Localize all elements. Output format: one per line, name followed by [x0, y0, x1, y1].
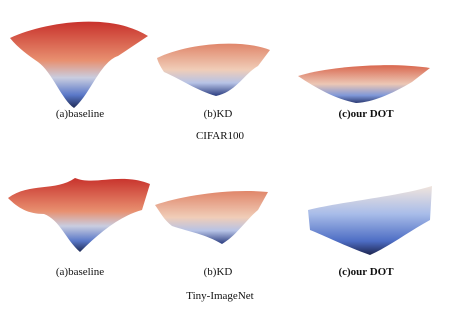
panel-caption: (b)KD: [204, 266, 233, 278]
panel-caption: (b)KD: [204, 108, 233, 120]
surface: [10, 21, 148, 108]
panel-caption: (c)our DOT: [338, 108, 394, 120]
surface: [155, 190, 268, 244]
group-caption: CIFAR100: [196, 130, 245, 142]
panel-caption: (a)baseline: [56, 108, 104, 120]
surface: [298, 65, 430, 103]
surface: [157, 43, 270, 96]
panel-caption: (a)baseline: [56, 266, 104, 278]
group-caption: Tiny-ImageNet: [186, 290, 253, 302]
surface: [8, 178, 150, 252]
panel-caption: (c)our DOT: [338, 266, 394, 278]
surface: [308, 186, 432, 255]
